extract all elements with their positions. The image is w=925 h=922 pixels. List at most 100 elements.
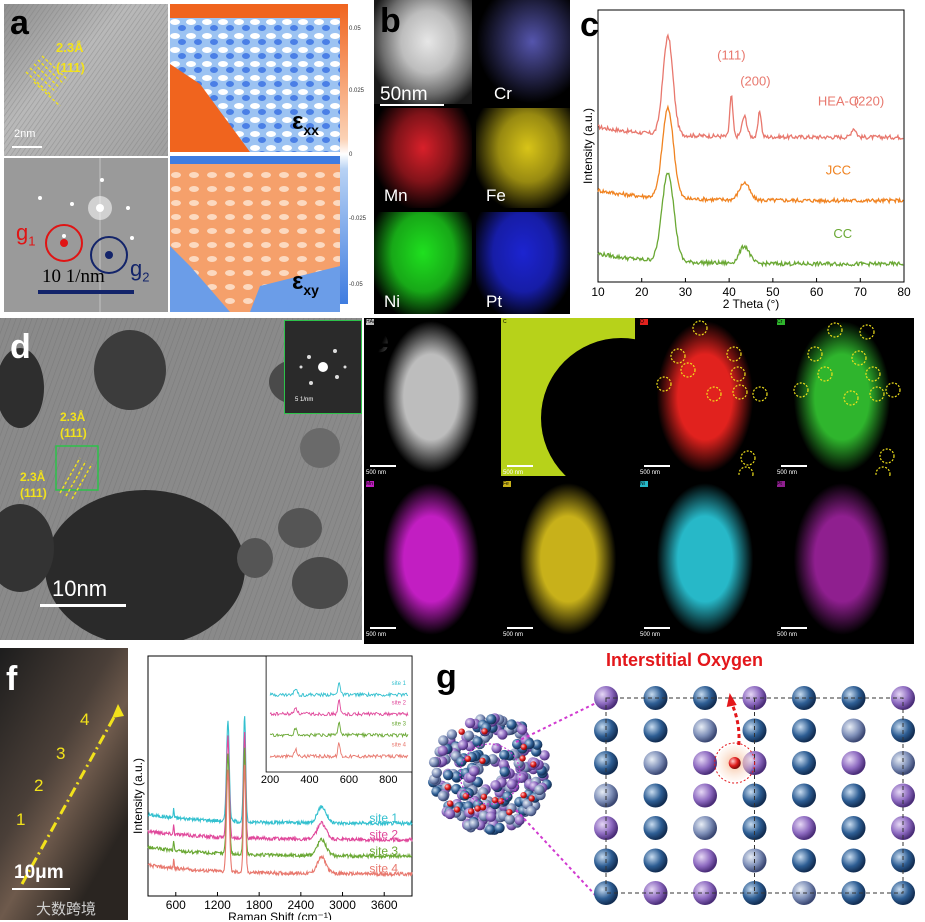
series-line-site-1 [147,716,413,827]
x-tick-label: 70 [854,285,868,299]
optical-line-scan [20,704,124,885]
lattice-atom [841,848,866,873]
map-scale-bar [507,627,533,629]
highlight-circle [732,384,748,400]
map-scale-label: 500 nm [640,470,661,476]
cluster-oxygen [530,761,537,768]
lattice-atom [643,718,668,743]
lattice-atom [643,783,668,808]
lattice-atom [792,783,816,808]
inset-line [269,721,409,739]
watermark: 大数跨境 [36,901,97,918]
element-label-pt: Pt [486,292,503,311]
x-tick-label: 80 [897,285,911,299]
element-badge: Mn [366,481,374,487]
lattice-atom [792,816,816,840]
cluster-atom [446,729,458,740]
inset-series-label: site 2 [392,700,407,706]
colorbar-tick: 0.025 [349,88,365,94]
g2-subscript: 2 [142,269,150,285]
d-fft-inset: 5 1/nm [284,320,362,414]
series-label-site-1: site 1 [369,811,398,825]
d-scale-bar [40,604,126,607]
eds-map-fe: Fe 500 nm [501,480,635,638]
f-scale-bar [12,888,70,890]
cluster-oxygen [520,743,527,751]
map-scale-label: 500 nm [366,632,387,638]
d-scale-label: 10nm [52,576,108,601]
lattice-atom [594,718,618,743]
g1-subscript: 1 [28,233,36,249]
element-badge: O [640,319,648,325]
interstitial-oxygen-title: Interstitial Oxygen [606,650,764,670]
inset-x-tick-label: 800 [379,774,397,786]
inset-fft-spots [299,349,347,385]
map-scale-label: 500 nm [503,470,524,476]
fft-scale-bar [38,290,134,294]
cluster-oxygen [519,755,526,762]
lattice-atom [792,848,816,873]
highlight-circle [827,322,843,338]
cluster-atom [438,735,449,746]
cluster-atom [485,824,496,835]
peak-annotation: (200) [740,73,770,88]
lattice-atom [693,751,717,775]
cluster-atom [463,730,475,741]
haadf-tile [374,0,472,104]
raman-chart: 600 1200 1800 2400 3000 3600 Raman Shift (cm⁻¹… [131,655,413,920]
lattice-plane-label: (111) [56,60,85,75]
cluster-atom [490,780,501,791]
cluster-atom [512,738,523,750]
element-label-cr: Cr [494,84,512,103]
cluster-atom [431,767,442,778]
series-label-jcc: JCC [826,163,851,178]
cluster-atom [504,814,515,825]
map-scale-bar [644,465,670,467]
eds-map-pt: Pt 500 nm [775,480,909,638]
colorbar-tick-labels: 0.05 0.025 0 -0.025 -0.05 [349,0,371,310]
cluster-atom [443,769,454,781]
d-annotation-lattice-1: 2.3Å [60,410,86,424]
ni-map [374,212,472,314]
oxygen-highlight-ring [714,742,756,784]
lattice-schematic [428,686,915,905]
strain-map-xx: εxx [170,4,340,152]
cluster-atom [516,772,527,783]
fft-scale-label: 10 1/nm [42,266,105,287]
map-scale-bar [644,627,670,629]
series-label-cc: CC [833,226,852,241]
series-label-hea-o: HEA-O [818,94,859,109]
y-axis-label: Intensity (a.u.) [581,108,595,184]
g2-label: g2 [130,256,149,284]
cluster-oxygen [447,800,454,807]
lattice-atom [742,718,767,743]
highlight-circle [656,376,672,392]
highlight-circle [879,448,895,464]
lattice-atom [643,881,668,905]
cluster-oxygen [479,757,486,764]
cluster-atom [532,739,543,750]
strain-colorbar [340,4,348,304]
map-scale-label: 500 nm [503,632,524,638]
cluster-atom [437,790,449,802]
lattice-atom [643,848,668,873]
cluster-atom [506,719,517,730]
inset-x-tick-label: 400 [300,774,318,786]
element-label-mn: Mn [384,186,408,205]
lattice-atom [841,718,866,743]
cluster-atom [516,724,528,735]
d-annotation-plane-1: (111) [60,426,87,440]
cluster-oxygen [479,804,487,811]
element-badge: HAADF [366,319,383,325]
x-tick-label: 1200 [204,898,231,912]
element-badge: Cr [777,319,785,325]
cluster-atom [497,729,508,740]
highlight-circles [656,320,768,476]
highlight-circle [843,390,859,406]
carbon-cloth-arc [541,338,635,476]
x-tick-label: 3600 [371,898,398,912]
highlight-circle [885,382,901,398]
highlight-circle [865,366,881,382]
panel-letter-b: b [380,2,401,40]
x-tick-label: 30 [679,285,693,299]
